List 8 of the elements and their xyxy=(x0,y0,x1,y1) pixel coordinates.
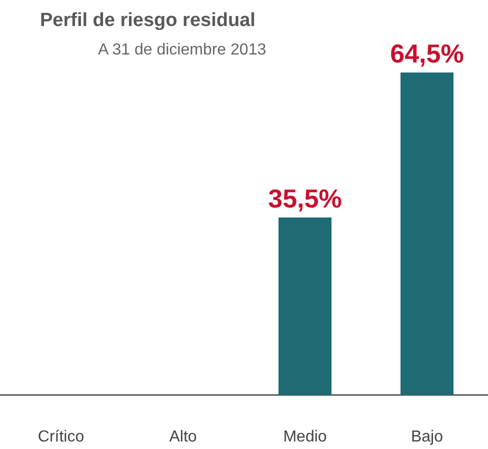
x-tick-label: Crítico xyxy=(38,428,84,446)
chart-title: Perfil de riesgo residual xyxy=(40,10,256,31)
x-tick-label: Bajo xyxy=(410,428,444,446)
x-tick-label: Alto xyxy=(169,428,197,446)
data-label: 64,5% xyxy=(390,38,464,68)
data-label: 35,5% xyxy=(268,184,342,214)
x-tick-label: Medio xyxy=(283,428,327,446)
chart-subtitle: A 31 de diciembre 2013 xyxy=(98,42,266,58)
